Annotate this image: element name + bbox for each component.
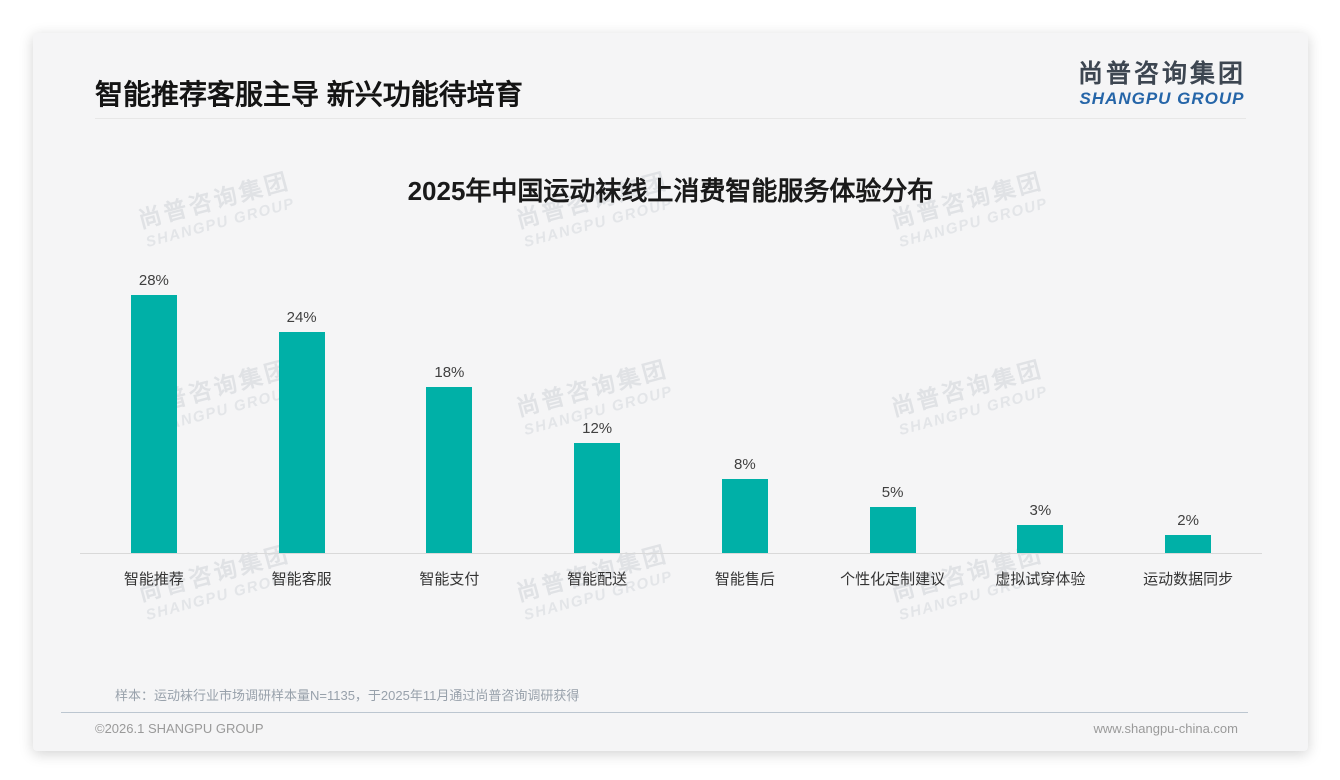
- bar: [869, 507, 916, 553]
- bar-slot: 2%: [1114, 512, 1262, 553]
- bar-slot: 28%: [80, 272, 228, 553]
- plot-area: 28% 24% 18% 12% 8% 5% 3% 2%: [80, 251, 1262, 554]
- bar-category-label: 个性化定制建议: [840, 571, 946, 588]
- logo-english-text: SHANGPU GROUP: [1079, 88, 1245, 108]
- bar: [1165, 535, 1212, 553]
- sample-note: 样本：运动袜行业市场调研样本量N=1135，于2025年11月通过尚普咨询调研获…: [115, 688, 580, 703]
- bar-value-label: 18%: [434, 364, 465, 381]
- bar-value-label: 3%: [1029, 502, 1052, 519]
- bar-category-label: 智能客服: [271, 571, 332, 588]
- x-axis-labels: 智能推荐 智能客服 智能支付 智能配送 智能售后 个性化定制建议 虚拟试穿体验 运动数据同步: [80, 554, 1262, 589]
- footer: ©2026.1 SHANGPU GROUP www.shangpu-china.…: [95, 721, 1238, 736]
- bar-category-label: 智能推荐: [123, 571, 184, 588]
- bar-slot: 3%: [967, 502, 1115, 553]
- website-url: www.shangpu-china.com: [1093, 721, 1238, 736]
- bar-slot: 24%: [228, 309, 376, 553]
- bar-value-label: 8%: [734, 456, 756, 473]
- bar-category-label: 智能售后: [714, 571, 775, 588]
- bar: [130, 295, 177, 553]
- bar: [426, 387, 473, 553]
- bar-slot: 8%: [671, 456, 819, 553]
- footer-divider: [61, 712, 1248, 713]
- header-divider: [95, 118, 1246, 119]
- bar: [278, 332, 325, 553]
- bar-value-label: 12%: [582, 420, 613, 437]
- bar-category-label: 运动数据同步: [1143, 571, 1234, 588]
- bar-value-label: 2%: [1177, 512, 1199, 529]
- report-card: 智能推荐客服主导 新兴功能待培育 尚普咨询集团 SHANGPU GROUP 20…: [33, 33, 1308, 751]
- bar-value-label: 5%: [881, 484, 904, 501]
- company-logo: 尚普咨询集团 SHANGPU GROUP: [1078, 60, 1246, 108]
- bar-chart: 28% 24% 18% 12% 8% 5% 3% 2% 智能推荐 智能客服 智能支付 智能配送 智能售…: [80, 251, 1262, 589]
- bar-category-label: 智能支付: [419, 571, 480, 588]
- bar-category-label: 智能配送: [567, 571, 628, 588]
- bar-slot: 5%: [819, 484, 967, 553]
- bar-category-label: 虚拟试穿体验: [995, 571, 1086, 588]
- bar: [721, 479, 768, 553]
- bar: [1017, 525, 1064, 553]
- bar: [574, 443, 621, 553]
- bar-slot: 12%: [523, 420, 671, 553]
- page-title: 智能推荐客服主导 新兴功能待培育: [95, 79, 523, 110]
- bar-slot: 18%: [376, 364, 524, 553]
- chart-title: 2025年中国运动袜线上消费智能服务体验分布: [407, 176, 934, 206]
- bar-value-label: 24%: [286, 309, 317, 326]
- copyright-text: ©2026.1 SHANGPU GROUP: [95, 721, 264, 736]
- logo-chinese-text: 尚普咨询集团: [1077, 60, 1246, 88]
- bar-value-label: 28%: [138, 272, 169, 289]
